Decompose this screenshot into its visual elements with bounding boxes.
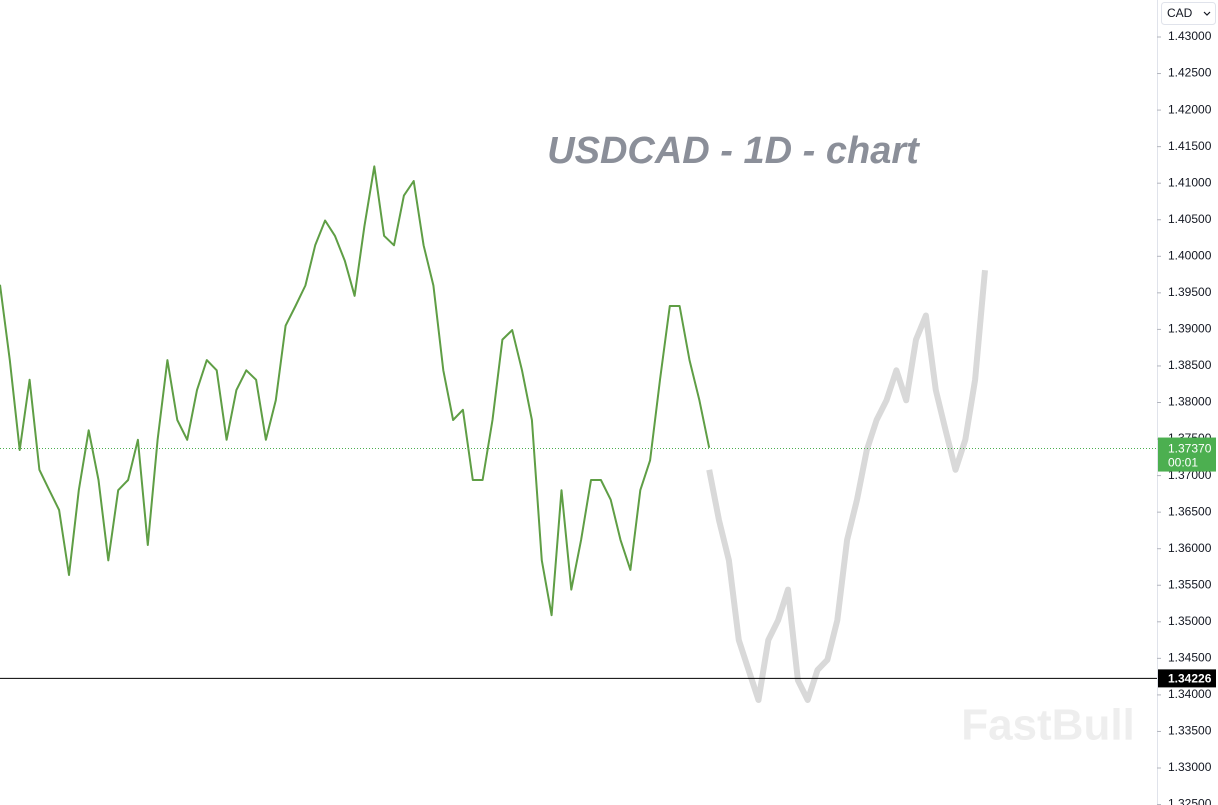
y-tick-label: 1.36500 xyxy=(1168,504,1212,518)
y-tick-label: 1.43000 xyxy=(1168,29,1212,43)
y-tick-label: 1.32500 xyxy=(1168,797,1212,805)
price-line xyxy=(0,165,711,617)
watermark: FastBull xyxy=(961,701,1135,750)
y-tick-label: 1.35000 xyxy=(1168,614,1212,628)
current-price-box xyxy=(1158,437,1216,472)
y-tick-label: 1.38000 xyxy=(1168,395,1212,409)
y-tick-label: 1.36000 xyxy=(1168,541,1212,555)
y-tick-label: 1.40500 xyxy=(1168,212,1212,226)
level-box xyxy=(1158,669,1216,688)
y-tick-label: 1.40000 xyxy=(1168,248,1212,262)
y-tick-label: 1.33500 xyxy=(1168,724,1212,738)
y-tick-label: 1.35500 xyxy=(1168,577,1212,591)
chart-title: USDCAD - 1D - chart xyxy=(547,130,920,172)
current-price-timer: 00:01 xyxy=(1168,456,1198,470)
y-tick-label: 1.42500 xyxy=(1168,66,1212,80)
y-tick-label: 1.33000 xyxy=(1168,760,1212,774)
price-line xyxy=(706,269,988,703)
currency-box[interactable] xyxy=(1161,2,1216,25)
currency-label[interactable]: CAD xyxy=(1167,6,1193,20)
y-tick-label: 1.41500 xyxy=(1168,139,1212,153)
level-label: 1.34226 xyxy=(1168,672,1212,686)
y-tick-label: 1.39500 xyxy=(1168,285,1212,299)
currency-select[interactable]: CAD xyxy=(1161,2,1216,25)
y-tick-label: 1.34500 xyxy=(1168,651,1212,665)
y-tick-label: 1.34000 xyxy=(1168,687,1212,701)
y-tick-label: 1.41000 xyxy=(1168,175,1212,189)
y-tick-label: 1.42000 xyxy=(1168,102,1212,116)
current-price-label: 1.37370 xyxy=(1168,442,1212,456)
dropdown-icon[interactable] xyxy=(1203,11,1211,16)
y-tick-label: 1.39000 xyxy=(1168,322,1212,336)
y-tick-label: 1.38500 xyxy=(1168,358,1212,372)
